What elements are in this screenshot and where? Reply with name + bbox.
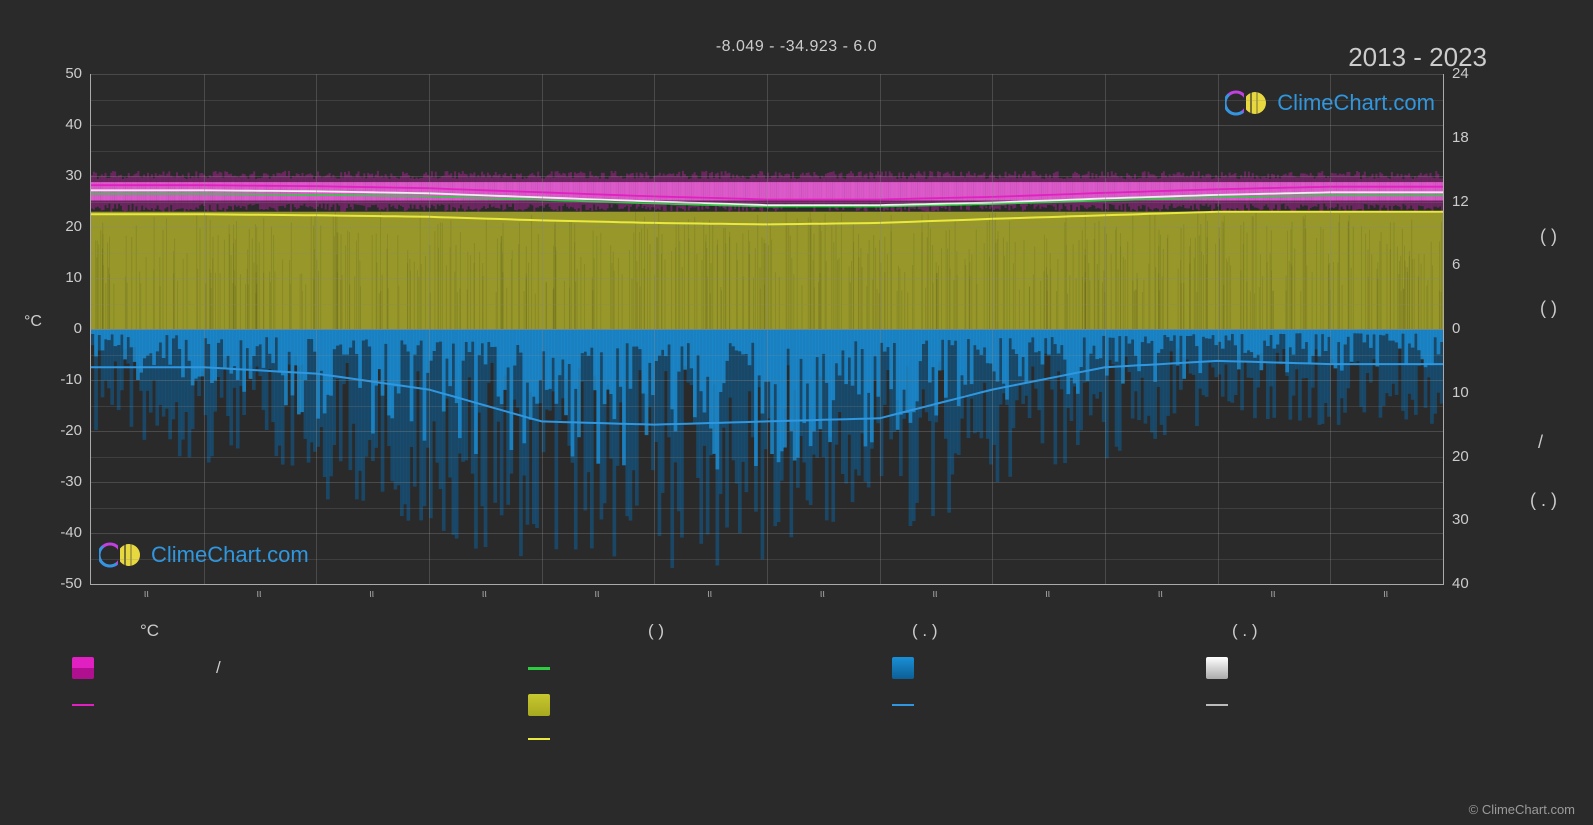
y-right-tick: 20 (1452, 448, 1469, 465)
x-tick: ιι (482, 588, 487, 600)
y-right-tick: 6 (1452, 256, 1460, 273)
y-right-tick: 40 (1452, 575, 1469, 592)
legend-swatch-blue-line (892, 704, 914, 706)
legend-hdr-1: °C (140, 621, 240, 641)
y-right-tick: 12 (1452, 193, 1469, 210)
y-axis-left-title: °C (24, 313, 42, 331)
legend-swatch-white (1206, 657, 1228, 679)
x-tick: ιι (1271, 588, 1276, 600)
y-left-tick: -50 (46, 575, 82, 592)
y-right-tick: 10 (1452, 384, 1469, 401)
x-tick: ιι (707, 588, 712, 600)
x-tick: ιι (1045, 588, 1050, 600)
y-left-tick: 10 (46, 269, 82, 286)
copyright: © ClimeChart.com (1469, 802, 1575, 817)
right-axis-slash: / (1538, 432, 1543, 453)
x-tick: ιι (369, 588, 374, 600)
right-axis-paren-top2: ( ) (1540, 298, 1557, 319)
y-right-tick: 24 (1452, 65, 1469, 82)
y-left-tick: -30 (46, 473, 82, 490)
climate-chart-root: { "header": { "coords_text": "-8.049 - -… (0, 0, 1593, 825)
legend-hdr-3: ( . ) (912, 621, 1072, 641)
right-axis-paren-bottom: ( . ) (1530, 490, 1557, 511)
logo-icon (99, 540, 143, 570)
legend-swatch-temp (72, 657, 94, 679)
y-left-tick: 50 (46, 65, 82, 82)
x-tick: ιι (1158, 588, 1163, 600)
plot-area: ClimeChart.com ClimeChart.com (90, 74, 1444, 585)
x-tick: ιι (933, 588, 938, 600)
y-left-tick: 40 (46, 116, 82, 133)
y-left-tick: 30 (46, 167, 82, 184)
logo-text: ClimeChart.com (151, 542, 309, 568)
x-tick: ιι (144, 588, 149, 600)
legend-row-lines (56, 690, 1546, 720)
x-tick: ιι (820, 588, 825, 600)
logo-text: ClimeChart.com (1277, 90, 1435, 116)
legend-swatch-magenta-line (72, 704, 94, 706)
y-left-tick: 0 (46, 320, 82, 337)
legend-hdr-4: ( . ) (1232, 621, 1392, 641)
y-right-tick: 18 (1452, 129, 1469, 146)
x-tick: ιι (595, 588, 600, 600)
y-left-tick: -10 (46, 371, 82, 388)
legend-swatch-yellow-line (528, 738, 550, 740)
legend-row-extra (56, 724, 1546, 754)
legend-header-row: °C ( ) ( . ) ( . ) (56, 614, 1546, 648)
y-right-tick: 0 (1452, 320, 1460, 337)
legend-hdr-2: ( ) (648, 621, 848, 641)
x-tick: ιι (1383, 588, 1388, 600)
y-left-tick: 20 (46, 218, 82, 235)
legend-row-boxes: / (56, 650, 1546, 686)
legend-swatch-green (528, 667, 550, 670)
y-right-tick: 30 (1452, 511, 1469, 528)
logo-icon (1225, 88, 1269, 118)
legend-label: / (216, 658, 221, 678)
y-left-tick: -20 (46, 422, 82, 439)
x-tick: ιι (257, 588, 262, 600)
right-axis-paren-top: ( ) (1540, 226, 1557, 247)
legend-swatch-sun (528, 694, 550, 716)
legend-swatch-grey-line (1206, 704, 1228, 706)
legend: °C ( ) ( . ) ( . ) / (56, 614, 1546, 754)
legend-swatch-rain (892, 657, 914, 679)
y-left-tick: -40 (46, 524, 82, 541)
